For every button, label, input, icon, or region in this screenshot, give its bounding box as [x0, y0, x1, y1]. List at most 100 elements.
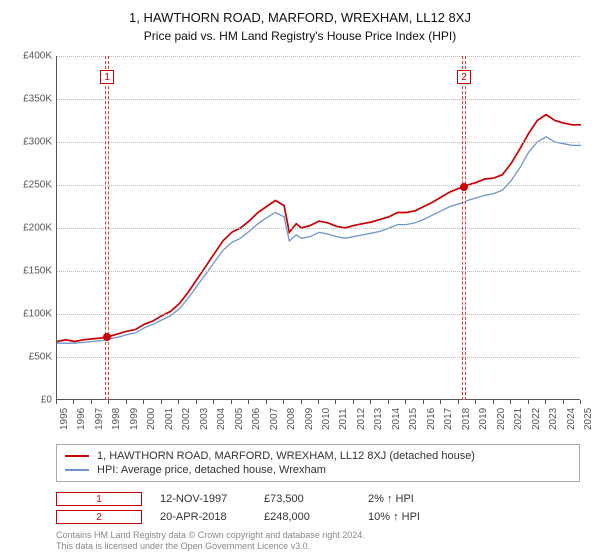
- x-tick: [213, 400, 214, 404]
- sale-marker-band: [105, 56, 109, 400]
- x-tick: [545, 400, 546, 404]
- x-tick: [248, 400, 249, 404]
- series-line-hpi: [57, 137, 581, 343]
- x-tick: [161, 400, 162, 404]
- legend-box: 1, HAWTHORN ROAD, MARFORD, WREXHAM, LL12…: [56, 444, 580, 482]
- x-axis-label: 2000: [146, 408, 157, 430]
- x-axis-label: 2022: [531, 408, 542, 430]
- sale-marker-dot: [460, 183, 468, 191]
- sale-marker-band: [462, 56, 466, 400]
- x-tick: [493, 400, 494, 404]
- x-tick: [196, 400, 197, 404]
- x-axis-label: 2020: [496, 408, 507, 430]
- x-axis-labels: 1995199619971998199920002001200220032004…: [56, 404, 580, 444]
- x-axis-label: 1997: [94, 408, 105, 430]
- gridline: [57, 56, 580, 57]
- x-axis-label: 2010: [321, 408, 332, 430]
- x-axis-label: 2002: [181, 408, 192, 430]
- x-axis-label: 2015: [408, 408, 419, 430]
- x-tick: [231, 400, 232, 404]
- x-tick: [475, 400, 476, 404]
- y-axis-label: £250K: [7, 180, 52, 191]
- x-tick: [335, 400, 336, 404]
- y-axis-label: £350K: [7, 94, 52, 105]
- event-delta-1: 2% ↑ HPI: [368, 493, 454, 505]
- plot-area: £0£50K£100K£150K£200K£250K£300K£350K£400…: [56, 56, 580, 400]
- x-tick: [580, 400, 581, 404]
- y-axis-label: £150K: [7, 266, 52, 277]
- x-axis-label: 2012: [356, 408, 367, 430]
- footnote-line1: Contains HM Land Registry data © Crown c…: [56, 530, 580, 541]
- gridline: [57, 314, 580, 315]
- x-axis-label: 2006: [251, 408, 262, 430]
- x-axis-label: 2013: [373, 408, 384, 430]
- x-axis-label: 1998: [111, 408, 122, 430]
- gridline: [57, 142, 580, 143]
- x-axis-label: 1995: [59, 408, 70, 430]
- x-tick: [563, 400, 564, 404]
- y-axis-label: £200K: [7, 223, 52, 234]
- x-axis-label: 2007: [269, 408, 280, 430]
- x-axis-label: 1999: [129, 408, 140, 430]
- sale-marker-dot: [103, 333, 111, 341]
- gridline: [57, 99, 580, 100]
- event-delta-2: 10% ↑ HPI: [368, 511, 454, 523]
- x-axis-label: 2005: [234, 408, 245, 430]
- events-table: 1 12-NOV-1997 £73,500 2% ↑ HPI 2 20-APR-…: [56, 490, 454, 526]
- x-tick: [353, 400, 354, 404]
- gridline: [57, 357, 580, 358]
- x-axis-label: 2009: [304, 408, 315, 430]
- gridline: [57, 271, 580, 272]
- event-row-1: 1 12-NOV-1997 £73,500 2% ↑ HPI: [56, 490, 454, 508]
- chart-container: 1, HAWTHORN ROAD, MARFORD, WREXHAM, LL12…: [0, 0, 600, 560]
- event-price-1: £73,500: [264, 493, 350, 505]
- x-tick: [283, 400, 284, 404]
- legend-label-hpi: HPI: Average price, detached house, Wrex…: [97, 464, 326, 476]
- x-tick: [91, 400, 92, 404]
- chart-subtitle: Price paid vs. HM Land Registry's House …: [0, 25, 600, 43]
- event-price-2: £248,000: [264, 511, 350, 523]
- x-tick: [370, 400, 371, 404]
- event-marker-2: 2: [56, 510, 142, 524]
- x-tick: [458, 400, 459, 404]
- y-axis-label: £50K: [7, 352, 52, 363]
- event-row-2: 2 20-APR-2018 £248,000 10% ↑ HPI: [56, 508, 454, 526]
- x-axis-label: 2001: [164, 408, 175, 430]
- x-axis-label: 2025: [583, 408, 594, 430]
- x-tick: [528, 400, 529, 404]
- legend-item-hpi: HPI: Average price, detached house, Wrex…: [65, 463, 571, 477]
- legend-item-property: 1, HAWTHORN ROAD, MARFORD, WREXHAM, LL12…: [65, 449, 571, 463]
- x-tick: [126, 400, 127, 404]
- x-tick: [405, 400, 406, 404]
- y-axis-label: £400K: [7, 51, 52, 62]
- x-tick: [423, 400, 424, 404]
- x-axis-label: 2019: [478, 408, 489, 430]
- x-tick: [143, 400, 144, 404]
- y-axis-label: £100K: [7, 309, 52, 320]
- x-axis-label: 2021: [513, 408, 524, 430]
- event-date-2: 20-APR-2018: [160, 511, 246, 523]
- x-axis-label: 2017: [443, 408, 454, 430]
- x-tick: [388, 400, 389, 404]
- legend-swatch-hpi: [65, 469, 89, 471]
- footnote: Contains HM Land Registry data © Crown c…: [56, 530, 580, 553]
- legend-swatch-property: [65, 455, 89, 457]
- event-marker-1: 1: [56, 492, 142, 506]
- x-tick: [178, 400, 179, 404]
- y-axis-label: £0: [7, 395, 52, 406]
- x-axis-label: 2008: [286, 408, 297, 430]
- event-date-1: 12-NOV-1997: [160, 493, 246, 505]
- sale-marker-box: 1: [100, 70, 114, 84]
- sale-marker-box: 2: [457, 70, 471, 84]
- y-axis-label: £300K: [7, 137, 52, 148]
- x-axis-label: 2023: [548, 408, 559, 430]
- x-tick: [73, 400, 74, 404]
- x-axis-label: 2014: [391, 408, 402, 430]
- x-tick: [510, 400, 511, 404]
- chart-title: 1, HAWTHORN ROAD, MARFORD, WREXHAM, LL12…: [0, 0, 600, 25]
- x-tick: [56, 400, 57, 404]
- x-axis-label: 2016: [426, 408, 437, 430]
- x-axis-label: 2011: [338, 408, 349, 430]
- x-tick: [301, 400, 302, 404]
- x-axis-label: 2018: [461, 408, 472, 430]
